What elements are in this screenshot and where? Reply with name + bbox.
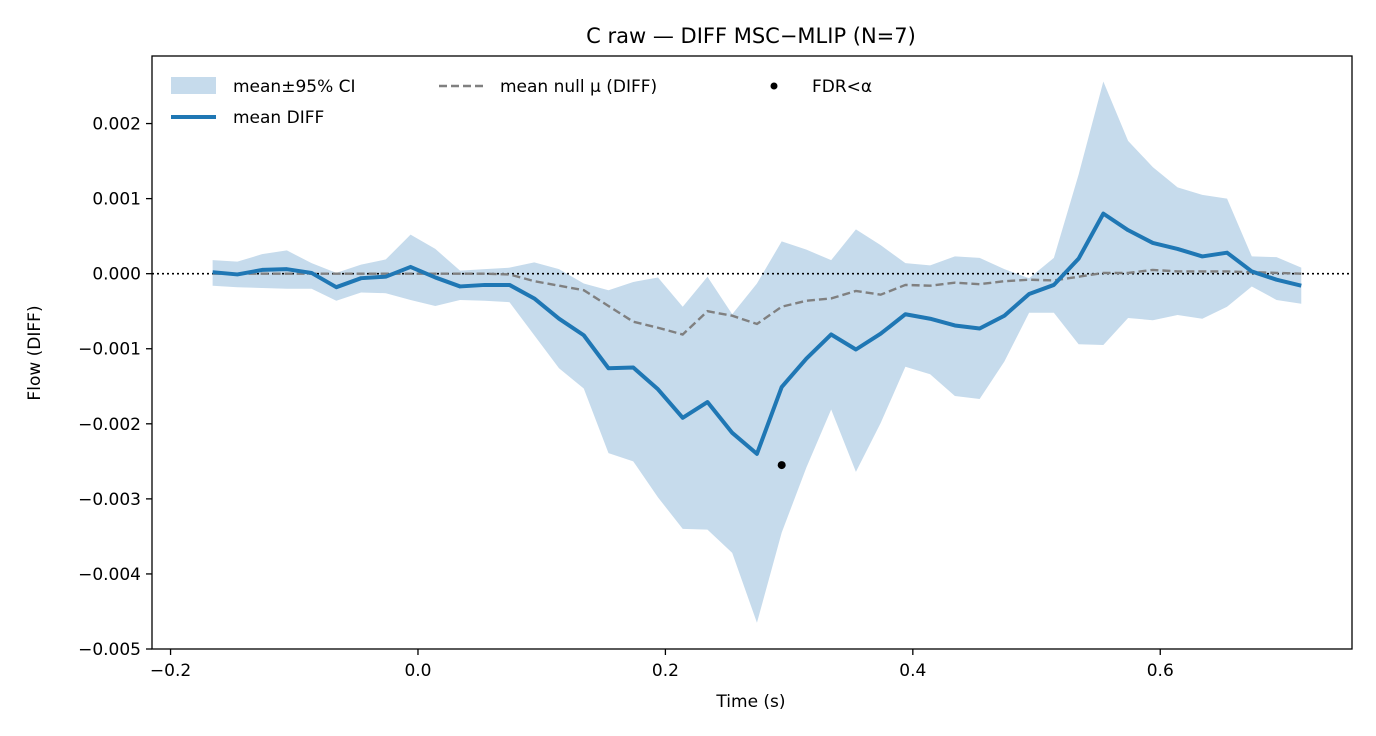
x-tick-label: 0.6 (1147, 661, 1174, 681)
y-tick-label: 0.001 (92, 190, 141, 210)
legend-label-ci-band: mean±95% CI (233, 77, 356, 97)
legend: mean±95% CI mean null μ (DIFF) FDR<α mea… (171, 77, 872, 128)
x-tick-label: 0.2 (652, 661, 679, 681)
y-tick-label: −0.002 (78, 415, 141, 435)
mean-diff-line (212, 211, 1302, 456)
ci-band (212, 81, 1302, 623)
plot-area (152, 81, 1352, 623)
x-tick-label: −0.2 (150, 661, 191, 681)
y-tick-label: −0.004 (78, 565, 141, 585)
x-tick-label: 0.0 (404, 661, 431, 681)
legend-swatch-ci-band (171, 77, 216, 94)
y-axis-label: Flow (DIFF) (25, 305, 45, 400)
axes: −0.2 0.0 0.2 0.4 0.6 −0.005 −0.004 −0.003 −0.002… (78, 55, 1353, 681)
legend-label-null-mean: mean null μ (DIFF) (500, 77, 657, 97)
y-tick-label: 0.000 (92, 265, 141, 285)
legend-label-fdr: FDR<α (812, 77, 872, 97)
axes-frame (151, 55, 1353, 650)
x-tick-label: 0.4 (899, 661, 926, 681)
x-axis-label: Time (s) (715, 692, 785, 712)
y-tick-label: 0.002 (92, 115, 141, 135)
y-tick-label: −0.005 (78, 640, 141, 660)
chart-title: C raw — DIFF MSC−MLIP (N=7) (586, 24, 916, 48)
legend-label-mean-diff: mean DIFF (233, 108, 324, 128)
legend-swatch-fdr-marker (770, 82, 778, 90)
y-tick-label: −0.003 (78, 490, 141, 510)
fdr-marker (777, 461, 786, 470)
y-tick-label: −0.001 (78, 340, 141, 360)
